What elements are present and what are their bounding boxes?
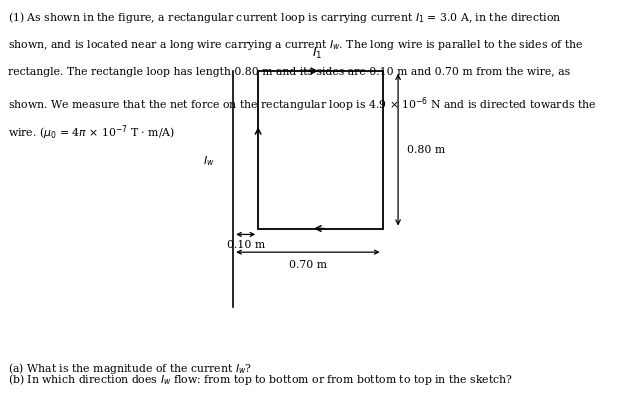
- Text: 0.10 m: 0.10 m: [226, 240, 265, 250]
- Text: shown, and is located near a long wire carrying a current $I_w$. The long wire i: shown, and is located near a long wire c…: [8, 38, 584, 52]
- Text: $I_1$: $I_1$: [312, 46, 322, 61]
- Text: 0.80 m: 0.80 m: [407, 145, 445, 155]
- Text: rectangle. The rectangle loop has length 0.80 m and its sides are 0.10 m and 0.7: rectangle. The rectangle loop has length…: [8, 67, 570, 76]
- Text: (1) As shown in the figure, a rectangular current loop is carrying current $I_1$: (1) As shown in the figure, a rectangula…: [8, 10, 562, 25]
- Text: (b) In which direction does $I_w$ flow: from top to bottom or from bottom to top: (b) In which direction does $I_w$ flow: …: [8, 372, 513, 387]
- Text: shown. We measure that the net force on the rectangular loop is 4.9 $\times$ 10$: shown. We measure that the net force on …: [8, 95, 596, 113]
- Text: (a) What is the magnitude of the current $I_w$?: (a) What is the magnitude of the current…: [8, 361, 253, 375]
- Text: wire. ($\mu_0$ = 4$\pi$ $\times$ 10$^{-7}$ T $\cdot$ m/A): wire. ($\mu_0$ = 4$\pi$ $\times$ 10$^{-7…: [8, 123, 175, 142]
- Bar: [258, 71, 383, 229]
- Text: $I_w$: $I_w$: [203, 154, 215, 169]
- Text: 0.70 m: 0.70 m: [289, 260, 327, 270]
